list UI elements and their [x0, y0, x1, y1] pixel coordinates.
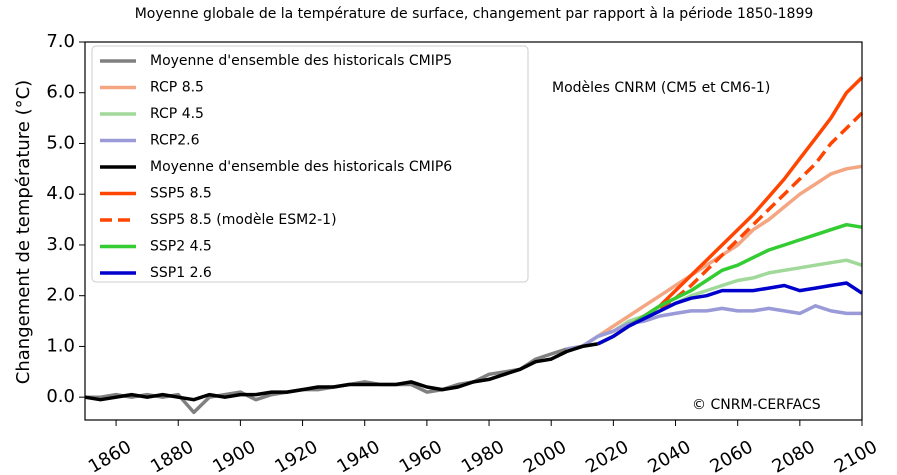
- x-tick-label: 1900: [209, 436, 259, 475]
- x-tick-label: 2080: [769, 436, 819, 475]
- series-line: [566, 164, 863, 351]
- legend-label: SSP5 8.5 (modèle ESM2-1): [150, 212, 337, 228]
- y-tick-label: 7.0: [46, 31, 75, 52]
- series-line: [85, 347, 568, 415]
- x-tick-label: 2100: [831, 436, 881, 475]
- y-tick-label: 1.0: [46, 335, 75, 356]
- x-tick-label: 2000: [520, 436, 570, 475]
- y-tick-label: 3.0: [46, 234, 75, 255]
- series-line: [597, 281, 863, 346]
- legend-label: SSP5 8.5: [150, 186, 212, 202]
- legend-box: [91, 45, 529, 283]
- annotation: Modèles CNRM (CM5 et CM6-1): [552, 80, 770, 96]
- legend-label: SSP2 4.5: [150, 239, 212, 255]
- legend-label: SSP1 2.6: [150, 265, 212, 281]
- series-line: [566, 304, 862, 351]
- series-line: [84, 342, 599, 402]
- y-tick-label: 0.0: [46, 386, 75, 407]
- x-tick-label: 1860: [85, 436, 135, 475]
- y-tick-label: 4.0: [46, 183, 75, 204]
- series-line: [597, 111, 864, 346]
- legend-label: RCP2.6: [150, 133, 200, 149]
- x-tick-label: 2040: [644, 436, 694, 475]
- x-tick-label: 1920: [271, 436, 321, 475]
- legend-label: Moyenne d'ensemble des historicals CMIP5: [150, 53, 452, 69]
- chart-title: Moyenne globale de la température de sur…: [135, 6, 814, 22]
- y-tick-label: 5.0: [46, 132, 75, 153]
- x-tick-label: 2060: [707, 436, 757, 475]
- legend: Moyenne d'ensemble des historicals CMIP5…: [91, 45, 529, 283]
- plot-frame: [84, 41, 863, 421]
- annotation: © CNRM-CERFACS: [692, 397, 821, 413]
- y-tick-label: 2.0: [46, 285, 75, 306]
- x-tick-label: 1980: [458, 436, 508, 475]
- series-line: [597, 222, 863, 346]
- legend-label: RCP 4.5: [150, 106, 204, 122]
- y-tick-label: 6.0: [46, 82, 75, 103]
- x-tick-label: 1940: [334, 436, 384, 475]
- x-tick-label: 2020: [582, 436, 632, 475]
- x-tick-label: 1880: [147, 436, 197, 475]
- series-line: [597, 76, 864, 346]
- y-axis-label: Changement de température (°C): [13, 80, 34, 384]
- x-tick-label: 1960: [396, 436, 446, 475]
- legend-label: Moyenne d'ensemble des historicals CMIP6: [150, 159, 452, 175]
- legend-label: RCP 8.5: [150, 80, 204, 96]
